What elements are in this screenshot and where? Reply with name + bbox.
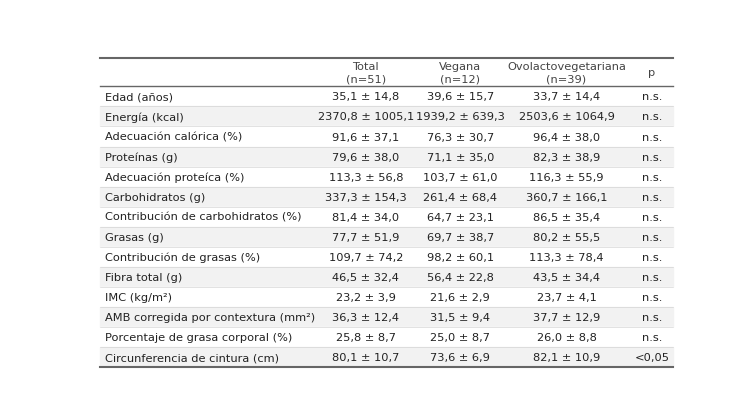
Text: 25,0 ± 8,7: 25,0 ± 8,7 <box>431 332 490 342</box>
Text: Proteínas (g): Proteínas (g) <box>105 152 177 162</box>
Text: Circunferencia de cintura (cm): Circunferencia de cintura (cm) <box>105 353 279 363</box>
Text: 64,7 ± 23,1: 64,7 ± 23,1 <box>427 212 494 222</box>
Text: 33,7 ± 14,4: 33,7 ± 14,4 <box>533 92 600 102</box>
Text: Energía (kcal): Energía (kcal) <box>105 112 183 122</box>
Text: n.s.: n.s. <box>642 132 662 142</box>
Bar <box>100 207 673 227</box>
Bar <box>100 227 673 247</box>
Text: 103,7 ± 61,0: 103,7 ± 61,0 <box>423 172 498 182</box>
Text: Adecuación calórica (%): Adecuación calórica (%) <box>105 132 242 142</box>
Text: 56,4 ± 22,8: 56,4 ± 22,8 <box>427 273 494 282</box>
Text: 79,6 ± 38,0: 79,6 ± 38,0 <box>332 152 400 162</box>
Text: <0,05: <0,05 <box>635 353 670 363</box>
Text: n.s.: n.s. <box>642 233 662 242</box>
Text: n.s.: n.s. <box>642 192 662 202</box>
Text: 1939,2 ± 639,3: 1939,2 ± 639,3 <box>415 112 504 122</box>
Text: Contribución de grasas (%): Contribución de grasas (%) <box>105 252 260 263</box>
Text: 36,3 ± 12,4: 36,3 ± 12,4 <box>333 313 400 323</box>
Bar <box>100 347 673 368</box>
Bar <box>100 287 673 307</box>
Text: 80,1 ± 10,7: 80,1 ± 10,7 <box>332 353 400 363</box>
Text: 71,1 ± 35,0: 71,1 ± 35,0 <box>427 152 494 162</box>
Text: 113,3 ± 78,4: 113,3 ± 78,4 <box>529 252 604 262</box>
Bar <box>100 127 673 147</box>
Text: Total
(n=51): Total (n=51) <box>345 62 386 84</box>
Text: 31,5 ± 9,4: 31,5 ± 9,4 <box>431 313 490 323</box>
Text: 360,7 ± 166,1: 360,7 ± 166,1 <box>526 192 607 202</box>
Text: 109,7 ± 74,2: 109,7 ± 74,2 <box>329 252 403 262</box>
Text: Edad (años): Edad (años) <box>105 92 173 102</box>
Bar <box>100 147 673 167</box>
Bar <box>100 87 673 107</box>
Text: n.s.: n.s. <box>642 313 662 323</box>
Text: n.s.: n.s. <box>642 172 662 182</box>
Text: 86,5 ± 35,4: 86,5 ± 35,4 <box>533 212 600 222</box>
Text: 91,6 ± 37,1: 91,6 ± 37,1 <box>332 132 400 142</box>
Text: 77,7 ± 51,9: 77,7 ± 51,9 <box>332 233 400 242</box>
Text: Fibra total (g): Fibra total (g) <box>105 273 182 282</box>
Text: n.s.: n.s. <box>642 212 662 222</box>
Text: 23,2 ± 3,9: 23,2 ± 3,9 <box>336 292 396 302</box>
Text: 37,7 ± 12,9: 37,7 ± 12,9 <box>533 313 600 323</box>
Text: Contribución de carbohidratos (%): Contribución de carbohidratos (%) <box>105 212 302 222</box>
Text: Porcentaje de grasa corporal (%): Porcentaje de grasa corporal (%) <box>105 332 292 342</box>
Text: 261,4 ± 68,4: 261,4 ± 68,4 <box>423 192 497 202</box>
Bar <box>100 267 673 287</box>
Text: 76,3 ± 30,7: 76,3 ± 30,7 <box>427 132 494 142</box>
Text: IMC (kg/m²): IMC (kg/m²) <box>105 292 172 302</box>
Text: 21,6 ± 2,9: 21,6 ± 2,9 <box>431 292 490 302</box>
Text: 73,6 ± 6,9: 73,6 ± 6,9 <box>431 353 490 363</box>
Text: p: p <box>648 68 656 78</box>
Text: 35,1 ± 14,8: 35,1 ± 14,8 <box>332 92 400 102</box>
Bar <box>100 307 673 328</box>
Bar <box>100 107 673 127</box>
Text: 25,8 ± 8,7: 25,8 ± 8,7 <box>336 332 396 342</box>
Text: 337,3 ± 154,3: 337,3 ± 154,3 <box>325 192 406 202</box>
Text: 116,3 ± 55,9: 116,3 ± 55,9 <box>529 172 604 182</box>
Text: 113,3 ± 56,8: 113,3 ± 56,8 <box>329 172 403 182</box>
Text: n.s.: n.s. <box>642 112 662 122</box>
Text: Adecuación proteíca (%): Adecuación proteíca (%) <box>105 172 244 183</box>
Text: Carbohidratos (g): Carbohidratos (g) <box>105 192 205 202</box>
Text: n.s.: n.s. <box>642 252 662 262</box>
Bar <box>100 328 673 347</box>
Text: n.s.: n.s. <box>642 292 662 302</box>
Text: 81,4 ± 34,0: 81,4 ± 34,0 <box>333 212 400 222</box>
Text: 23,7 ± 4,1: 23,7 ± 4,1 <box>537 292 596 302</box>
Text: n.s.: n.s. <box>642 92 662 102</box>
Text: Vegana
(n=12): Vegana (n=12) <box>439 62 481 84</box>
Bar <box>100 167 673 187</box>
Text: 96,4 ± 38,0: 96,4 ± 38,0 <box>533 132 600 142</box>
Text: 82,3 ± 38,9: 82,3 ± 38,9 <box>533 152 600 162</box>
Text: 46,5 ± 32,4: 46,5 ± 32,4 <box>333 273 399 282</box>
Text: 98,2 ± 60,1: 98,2 ± 60,1 <box>427 252 494 262</box>
Bar <box>100 187 673 207</box>
Text: n.s.: n.s. <box>642 332 662 342</box>
Text: 69,7 ± 38,7: 69,7 ± 38,7 <box>427 233 494 242</box>
Text: 80,2 ± 55,5: 80,2 ± 55,5 <box>533 233 600 242</box>
Text: 2503,6 ± 1064,9: 2503,6 ± 1064,9 <box>519 112 615 122</box>
Bar <box>100 247 673 267</box>
Text: 26,0 ± 8,8: 26,0 ± 8,8 <box>537 332 596 342</box>
Text: AMB corregida por contextura (mm²): AMB corregida por contextura (mm²) <box>105 313 315 323</box>
Text: n.s.: n.s. <box>642 152 662 162</box>
Text: n.s.: n.s. <box>642 273 662 282</box>
Text: Grasas (g): Grasas (g) <box>105 233 164 242</box>
Text: 2370,8 ± 1005,1: 2370,8 ± 1005,1 <box>317 112 414 122</box>
Text: 39,6 ± 15,7: 39,6 ± 15,7 <box>427 92 494 102</box>
Text: 43,5 ± 34,4: 43,5 ± 34,4 <box>533 273 600 282</box>
Text: 82,1 ± 10,9: 82,1 ± 10,9 <box>533 353 600 363</box>
Text: Ovolactovegetariana
(n=39): Ovolactovegetariana (n=39) <box>507 62 626 84</box>
